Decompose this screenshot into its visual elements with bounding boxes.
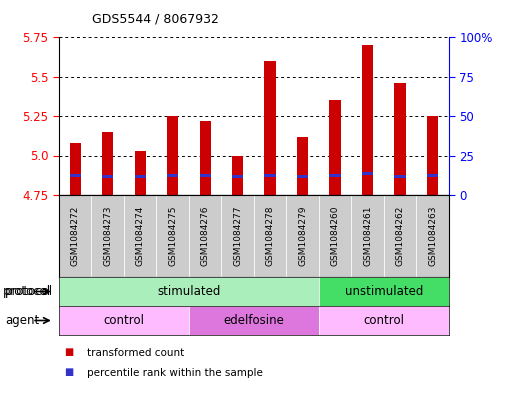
- Bar: [70, 143, 81, 195]
- Bar: [156, 195, 189, 277]
- Bar: [134, 151, 146, 195]
- Bar: [189, 306, 319, 335]
- Text: GSM1084273: GSM1084273: [103, 206, 112, 266]
- Text: transformed count: transformed count: [87, 347, 185, 358]
- Text: GSM1084261: GSM1084261: [363, 206, 372, 266]
- Bar: [362, 173, 373, 175]
- Text: GSM1084275: GSM1084275: [168, 206, 177, 266]
- Bar: [319, 195, 351, 277]
- Text: GDS5544 / 8067932: GDS5544 / 8067932: [92, 12, 219, 25]
- Bar: [232, 175, 243, 178]
- Bar: [394, 175, 406, 178]
- Bar: [362, 45, 373, 195]
- Bar: [297, 175, 308, 178]
- Bar: [329, 100, 341, 195]
- Bar: [417, 195, 449, 277]
- Text: GSM1084278: GSM1084278: [266, 206, 274, 266]
- Text: protocol: protocol: [5, 285, 53, 298]
- Bar: [102, 175, 113, 178]
- Bar: [91, 195, 124, 277]
- Bar: [427, 116, 438, 195]
- Text: unstimulated: unstimulated: [345, 285, 423, 298]
- Bar: [200, 174, 211, 177]
- Bar: [59, 195, 91, 277]
- Bar: [189, 195, 222, 277]
- Bar: [102, 132, 113, 195]
- Bar: [319, 306, 449, 335]
- Text: edelfosine: edelfosine: [224, 314, 284, 327]
- Bar: [254, 195, 286, 277]
- Text: control: control: [363, 314, 404, 327]
- Bar: [232, 156, 243, 195]
- Bar: [59, 277, 319, 306]
- Text: GSM1084260: GSM1084260: [331, 206, 340, 266]
- Bar: [394, 83, 406, 195]
- Text: agent: agent: [5, 314, 40, 327]
- Bar: [351, 195, 384, 277]
- Bar: [200, 121, 211, 195]
- Bar: [286, 195, 319, 277]
- Text: GSM1084276: GSM1084276: [201, 206, 210, 266]
- Bar: [265, 61, 276, 195]
- Bar: [70, 174, 81, 177]
- Text: GSM1084277: GSM1084277: [233, 206, 242, 266]
- Bar: [222, 195, 254, 277]
- Text: control: control: [104, 314, 145, 327]
- Text: stimulated: stimulated: [157, 285, 221, 298]
- Text: GSM1084262: GSM1084262: [396, 206, 405, 266]
- Bar: [167, 116, 179, 195]
- Text: protocol: protocol: [3, 285, 51, 298]
- Bar: [427, 174, 438, 177]
- Text: GSM1084274: GSM1084274: [136, 206, 145, 266]
- Bar: [167, 174, 179, 177]
- Bar: [124, 195, 156, 277]
- Bar: [134, 175, 146, 178]
- Bar: [384, 195, 417, 277]
- Bar: [265, 174, 276, 177]
- Bar: [319, 277, 449, 306]
- Bar: [329, 174, 341, 177]
- Text: GSM1084279: GSM1084279: [298, 206, 307, 266]
- Bar: [297, 136, 308, 195]
- Text: ■: ■: [64, 367, 73, 378]
- Text: GSM1084272: GSM1084272: [71, 206, 80, 266]
- Text: ■: ■: [64, 347, 73, 358]
- Bar: [59, 306, 189, 335]
- Text: GSM1084263: GSM1084263: [428, 206, 437, 266]
- Text: percentile rank within the sample: percentile rank within the sample: [87, 367, 263, 378]
